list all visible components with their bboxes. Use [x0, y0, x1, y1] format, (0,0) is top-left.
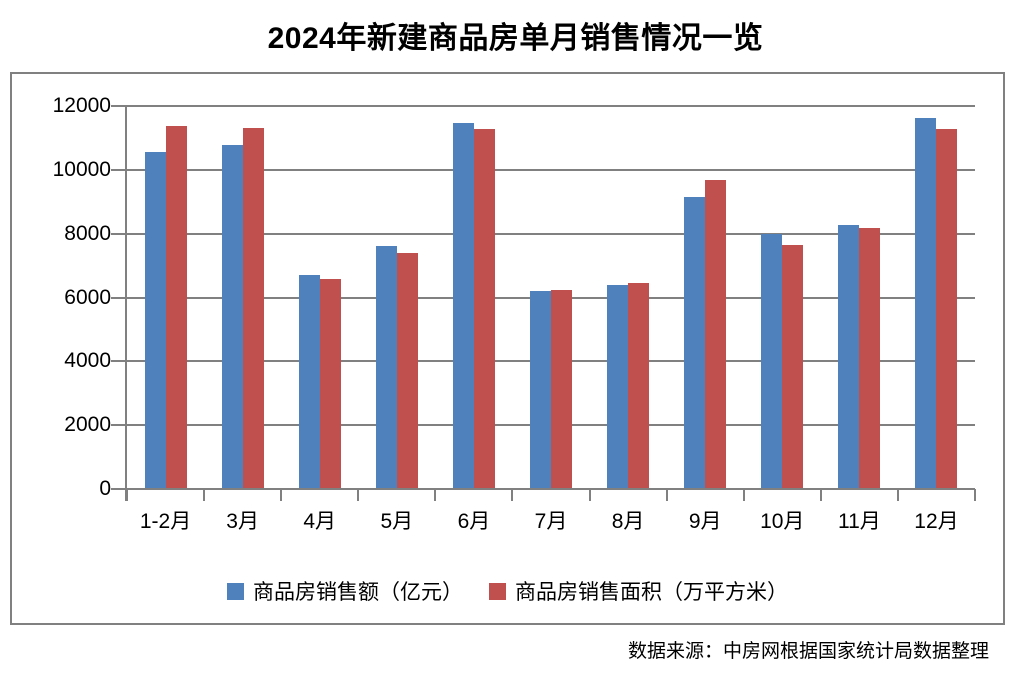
- chart-frame: 0 2000 4000 6000 8000 10000 12000 1-2月 3月 4月 5月 6月…: [10, 72, 1005, 625]
- x-tick-11: [974, 489, 976, 501]
- x-axis-label-6月: 6月: [457, 510, 491, 533]
- x-axis-label-7月: 7月: [534, 510, 568, 533]
- x-axis-label-5月: 5月: [380, 510, 414, 533]
- x-tick-2: [280, 489, 283, 501]
- y-tick-6000: [111, 296, 127, 299]
- x-axis-label-1-2月: 1-2月: [139, 510, 192, 533]
- x-axis-label-12月: 12月: [914, 510, 959, 533]
- bar-11月-series2: [859, 227, 881, 489]
- y-axis-label-8000: 8000: [64, 221, 111, 245]
- gridline-0: [127, 488, 975, 490]
- gridline-8000: [127, 232, 975, 235]
- bar-10月-series2: [782, 244, 804, 489]
- bar-3月-series2: [242, 128, 264, 489]
- bar-6月-series2: [473, 129, 495, 489]
- y-axis-label-12000: 12000: [52, 94, 111, 117]
- legend-label-1: 商品房销售额（亿元）: [253, 581, 463, 604]
- bar-12月-series2: [936, 129, 958, 489]
- bar-9月-series1: [684, 196, 706, 489]
- legend-label-2: 商品房销售面积（万平方米）: [515, 581, 788, 604]
- bar-1-2月-series1: [144, 151, 166, 489]
- bar-11月-series1: [838, 225, 860, 489]
- y-tick-4000: [111, 360, 127, 363]
- x-axis-label-3月: 3月: [226, 510, 259, 533]
- x-axis-label-9月: 9月: [688, 510, 722, 533]
- x-tick-3: [357, 489, 360, 501]
- legend-item-1: 商品房销售额（亿元）: [227, 576, 463, 606]
- x-axis-label-10月: 10月: [760, 510, 805, 533]
- y-tick-12000: [111, 105, 127, 107]
- chart-title: 2024年新建商品房单月销售情况一览: [267, 22, 764, 55]
- y-axis-line: [125, 106, 127, 501]
- x-tick-10: [896, 489, 899, 501]
- x-axis-label-8月: 8月: [611, 510, 645, 533]
- x-tick-6: [588, 489, 591, 501]
- legend-swatch-1: [227, 582, 244, 600]
- y-axis-label-4000: 4000: [64, 349, 111, 373]
- y-axis-label-6000: 6000: [64, 285, 111, 309]
- x-axis-label-4月: 4月: [303, 510, 337, 533]
- bar-8月-series1: [607, 284, 629, 489]
- bar-4月-series1: [298, 274, 320, 489]
- bar-5月-series2: [396, 253, 418, 489]
- gridline-12000: [127, 105, 975, 107]
- y-axis-label-10000: 10000: [52, 157, 111, 181]
- legend: 商品房销售额（亿元） 商品房销售面积（万平方米）: [12, 576, 1003, 606]
- x-axis-label-11月: 11月: [837, 510, 881, 533]
- x-tick-0: [126, 489, 128, 501]
- y-axis-label-0: 0: [99, 477, 111, 500]
- x-tick-5: [511, 489, 514, 501]
- y-tick-0: [111, 488, 127, 490]
- bar-3月-series1: [221, 144, 243, 489]
- bar-8月-series2: [628, 283, 650, 489]
- bar-12月-series1: [915, 117, 937, 489]
- gridline-10000: [127, 168, 975, 171]
- legend-item-2: 商品房销售面积（万平方米）: [489, 576, 788, 606]
- y-axis-label-2000: 2000: [64, 413, 111, 437]
- bar-7月-series1: [530, 291, 551, 489]
- legend-swatch-2: [489, 582, 506, 600]
- y-tick-2000: [111, 424, 127, 427]
- bar-7月-series2: [551, 290, 572, 489]
- plot-area: [111, 105, 976, 501]
- x-tick-4: [434, 489, 437, 501]
- bar-9月-series2: [705, 179, 727, 489]
- x-tick-7: [665, 489, 668, 501]
- bar-6月-series1: [452, 122, 474, 489]
- bar-4月-series2: [319, 278, 341, 489]
- bar-10月-series1: [761, 234, 783, 489]
- x-tick-1: [203, 489, 206, 501]
- y-tick-10000: [111, 168, 127, 171]
- x-tick-9: [819, 489, 822, 501]
- y-tick-8000: [111, 232, 127, 235]
- x-tick-8: [742, 489, 745, 501]
- bar-1-2月-series2: [165, 126, 187, 489]
- source-note: 数据来源：中房网根据国家统计局数据整理: [627, 641, 989, 662]
- bar-5月-series1: [375, 246, 397, 489]
